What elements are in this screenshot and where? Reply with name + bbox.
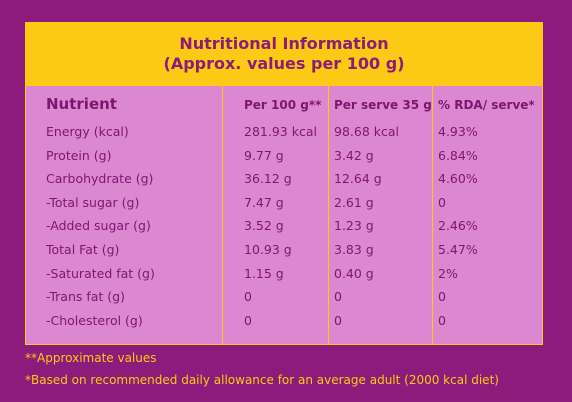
nutrient-value: 6.84% — [438, 147, 478, 163]
nutrient-value: 0 — [438, 289, 446, 305]
column-header: Per serve 35 g — [334, 98, 432, 112]
nutrient-value: 5.47% — [438, 242, 478, 257]
nutrient-value: 0.40 g — [334, 265, 374, 281]
column-divider — [432, 86, 433, 344]
nutrient-value: 12.64 g — [334, 171, 382, 187]
nutrient-value: 7.47 g — [244, 194, 284, 210]
nutrient-value: 3.83 g — [334, 242, 374, 257]
nutrient-value: 1.15 g — [244, 265, 284, 281]
nutrient-value: 4.60% — [438, 171, 478, 187]
nutrient-name: -Saturated fat (g) — [46, 265, 155, 281]
nutrient-value: 98.68 kcal — [334, 124, 400, 139]
column-header: % RDA/ serve* — [438, 98, 535, 112]
nutrient-name: -Total sugar (g) — [46, 194, 140, 210]
nutrient-value: 2.46% — [438, 218, 478, 234]
nutrient-value: 1.23 g — [334, 218, 374, 234]
column-divider — [328, 86, 329, 344]
nutrient-name: Carbohydrate (g) — [46, 171, 154, 187]
nutrient-name: Total Fat (g) — [46, 242, 120, 257]
nutrient-value: 0 — [438, 312, 446, 328]
column-divider — [222, 86, 223, 344]
nutrient-value: 10.93 g — [244, 242, 292, 257]
nutrient-value: 3.42 g — [334, 147, 374, 163]
nutrient-value: 2.61 g — [334, 194, 374, 210]
nutrient-value: 3.52 g — [244, 218, 284, 234]
nutrient-value: 0 — [244, 312, 252, 328]
nutrient-name: -Added sugar (g) — [46, 218, 151, 234]
subtitle: (Approx. values per 100 g) — [163, 54, 405, 73]
title: Nutritional Information — [179, 34, 389, 53]
nutrition-table: Nutrient Per 100 g** Per serve 35 g % RDA/ … — [25, 85, 543, 345]
title-box: Nutritional Information (Approx. values … — [25, 22, 543, 85]
nutrient-name: -Cholesterol (g) — [46, 312, 143, 328]
nutrient-value: 4.93% — [438, 124, 478, 139]
nutrient-name: Protein (g) — [46, 147, 112, 163]
nutrient-value: 281.93 kcal — [244, 124, 317, 139]
nutrient-name: -Trans fat (g) — [46, 289, 125, 305]
nutrient-value: 0 — [244, 289, 252, 305]
nutrient-value: 0 — [334, 289, 342, 305]
column-header: Nutrient — [46, 95, 117, 113]
nutrient-value: 36.12 g — [244, 171, 292, 187]
nutrient-value: 9.77 g — [244, 147, 284, 163]
nutrient-name: Energy (kcal) — [46, 124, 129, 139]
nutrient-value: 0 — [438, 194, 446, 210]
nutrient-value: 0 — [334, 312, 342, 328]
column-header: Per 100 g** — [244, 98, 322, 112]
footnote: **Approximate values — [25, 351, 157, 365]
nutrient-value: 2% — [438, 265, 458, 281]
footnote: *Based on recommended daily allowance fo… — [25, 373, 499, 387]
